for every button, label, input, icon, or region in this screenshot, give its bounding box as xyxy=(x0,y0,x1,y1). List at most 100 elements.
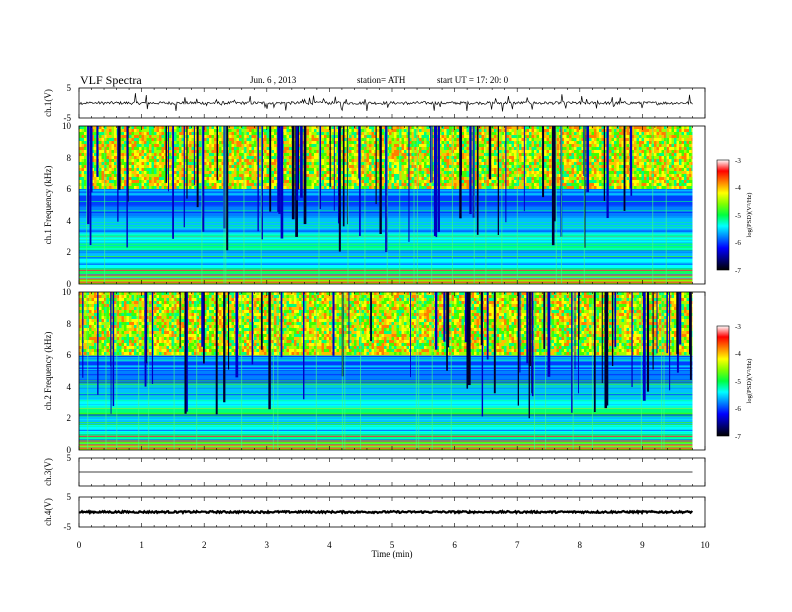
spectrogram-cell xyxy=(131,150,134,153)
spectrogram-cell xyxy=(396,171,399,174)
spectrogram-cell xyxy=(566,129,569,132)
spectrogram-cell xyxy=(641,135,644,138)
spectrogram-cell xyxy=(336,168,339,171)
spectrogram-cell xyxy=(609,168,612,171)
spectrogram-cell xyxy=(531,156,534,159)
spectrogram-cell xyxy=(326,132,329,135)
spectrogram-cell xyxy=(249,135,252,138)
spectrogram-cell xyxy=(529,156,532,159)
spectrogram-cell xyxy=(251,177,254,180)
spectrogram-cell xyxy=(234,174,237,177)
spectrogram-cell xyxy=(411,150,414,153)
spectrogram-cell xyxy=(574,129,577,132)
spectrogram-cell xyxy=(151,141,154,144)
spectrogram-cell xyxy=(601,162,604,165)
spectrogram-cell xyxy=(376,147,379,150)
spectrogram-cell xyxy=(511,135,514,138)
spectrogram-cell xyxy=(441,135,444,138)
spectrogram-cell xyxy=(484,141,487,144)
spectrogram-cell xyxy=(566,183,569,186)
spectrogram-cell xyxy=(309,162,312,165)
spectrogram-cell xyxy=(286,153,289,156)
spectrogram-cell xyxy=(186,156,189,159)
spectrogram-cell xyxy=(619,168,622,171)
spectrogram-cell xyxy=(84,174,87,177)
spectrogram-cell xyxy=(501,165,504,168)
spectrogram-cell xyxy=(209,129,212,132)
spectrogram-cell xyxy=(591,159,594,162)
spectrogram-cell xyxy=(316,126,319,129)
spectrogram-cell xyxy=(114,159,117,162)
spectrogram-cell xyxy=(151,159,154,162)
spectrogram-cell xyxy=(614,126,617,129)
spectrogram-cell xyxy=(619,135,622,138)
spectrogram-cell xyxy=(336,153,339,156)
spectrogram-cell xyxy=(209,186,212,189)
spectrogram-cell xyxy=(341,162,344,165)
spectrogram-cell xyxy=(286,129,289,132)
spectrogram-cell xyxy=(499,186,502,189)
spectrogram-cell xyxy=(124,165,127,168)
spectrogram-cell xyxy=(221,156,224,159)
spectrogram-cell xyxy=(109,174,112,177)
spectrogram-cell xyxy=(231,183,234,186)
spectrogram-cell xyxy=(499,177,502,180)
spectrogram-cell xyxy=(511,156,514,159)
spectrogram-cell xyxy=(324,180,327,183)
spectrogram-cell xyxy=(254,180,257,183)
spectrogram-cell xyxy=(609,174,612,177)
spectrogram-cell xyxy=(114,174,117,177)
spectrogram-cell xyxy=(139,159,142,162)
spectrogram-cell xyxy=(579,126,582,129)
spectrogram-cell xyxy=(139,162,142,165)
spectrogram-cell xyxy=(141,153,144,156)
spectrogram-cell xyxy=(104,177,107,180)
spectrogram-cell xyxy=(406,129,409,132)
spectrogram-cell xyxy=(621,183,624,186)
spectrogram-cell xyxy=(176,177,179,180)
spectrogram-cell xyxy=(306,186,309,189)
spectrogram-cell xyxy=(514,165,517,168)
spectrogram-cell xyxy=(321,183,324,186)
spectrogram-cell xyxy=(494,180,497,183)
spectrogram-cell xyxy=(481,141,484,144)
spectrogram-cell xyxy=(189,141,192,144)
spectrogram-cell xyxy=(79,141,82,144)
spectrogram-cell xyxy=(211,177,214,180)
spectrogram-cell xyxy=(511,183,514,186)
spectrogram-cell xyxy=(549,132,552,135)
spectrogram-cell xyxy=(124,186,127,189)
spectrogram-cell xyxy=(181,135,184,138)
spectrogram-cell xyxy=(484,153,487,156)
spectrogram-cell xyxy=(154,180,157,183)
spectrogram-cell xyxy=(574,144,577,147)
spectrogram-cell xyxy=(236,165,239,168)
spectrogram-cell xyxy=(286,141,289,144)
spectrogram-cell xyxy=(559,162,562,165)
spectrogram-cell xyxy=(231,138,234,141)
spectrogram-cell xyxy=(604,159,607,162)
spectrogram-cell xyxy=(456,135,459,138)
spectrogram-cell xyxy=(611,171,614,174)
spectrogram-cell xyxy=(309,126,312,129)
spectrogram-line xyxy=(79,281,693,283)
spectrogram-cell xyxy=(136,186,139,189)
spectrogram-cell xyxy=(626,147,629,150)
spectrogram-cell xyxy=(456,144,459,147)
spectrogram-cell xyxy=(141,144,144,147)
spectrogram-cell xyxy=(641,138,644,141)
spectrogram-cell xyxy=(254,153,257,156)
spectrogram-cell xyxy=(229,153,232,156)
spectrogram-cell xyxy=(156,171,159,174)
spectrogram-cell xyxy=(489,186,492,189)
spectrogram-cell xyxy=(91,168,94,171)
spectrogram-cell xyxy=(311,183,314,186)
spectrogram-cell xyxy=(271,156,274,159)
spectrogram-cell xyxy=(336,129,339,132)
spectrogram-cell xyxy=(111,132,114,135)
spectrogram-cell xyxy=(506,183,509,186)
spectrogram-cell xyxy=(106,180,109,183)
spectrogram-cell xyxy=(354,150,357,153)
spectrogram-cell xyxy=(376,159,379,162)
spectrogram-cell xyxy=(604,141,607,144)
